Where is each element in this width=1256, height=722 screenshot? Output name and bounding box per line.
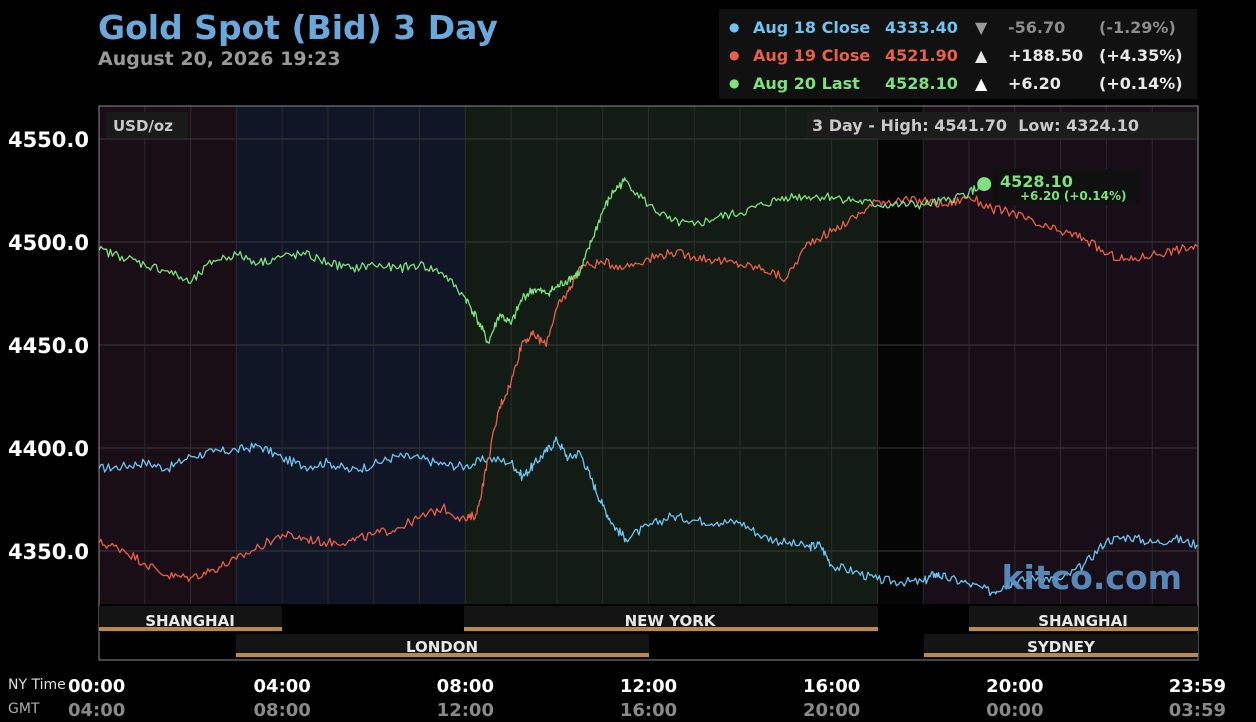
session-bars: SHANGHAI NEW YORK SHANGHAI LONDON SYDNEY: [99, 606, 1198, 658]
y-tick-label: 4450.0: [8, 334, 89, 358]
series-line-1: [98, 436, 1198, 597]
legend-panel: ● Aug 18 Close 4333.40 ▼ -56.70 (-1.29%)…: [719, 9, 1197, 99]
session-label-shanghai: SHANGHAI: [145, 612, 235, 630]
x-tick-label-ny: 20:00: [986, 676, 1043, 697]
legend-dot-icon: ●: [729, 48, 740, 62]
last-price-box: [994, 169, 1140, 205]
closed-session-band: [878, 106, 924, 604]
up-arrow-icon: ▲: [975, 74, 988, 93]
newyork-session-band: [464, 106, 878, 604]
session-underline: [236, 653, 649, 657]
ny-time-label: NY Time: [8, 677, 66, 693]
down-arrow-icon: ▼: [975, 18, 988, 37]
y-tick-label: 4400.0: [8, 437, 89, 461]
session-underline: [464, 627, 878, 631]
asia-session-band: [99, 106, 236, 604]
x-tick-label-gmt: 04:00: [68, 700, 125, 721]
legend-label: Aug 18 Close: [753, 18, 871, 37]
range-label-box: [806, 112, 1196, 138]
x-tick-label-ny: 12:00: [620, 676, 677, 697]
grid-lines: [99, 106, 1198, 604]
chart-title: Gold Spot (Bid) 3 Day: [98, 8, 498, 47]
unit-label: USD/oz: [113, 117, 173, 135]
y-tick-label: 4350.0: [8, 540, 89, 564]
legend-value: 4528.10: [885, 74, 958, 93]
legend-percent: (-1.29%): [1099, 18, 1176, 37]
watermark: kitco.com: [1002, 558, 1182, 597]
plot-frame: [98, 105, 1199, 661]
legend-change: +6.20: [1008, 74, 1061, 93]
legend-percent: (+4.35%): [1099, 46, 1183, 65]
legend-dot-icon: ●: [729, 76, 740, 90]
session-label-newyork: NEW YORK: [625, 612, 717, 630]
session-underline: [99, 627, 282, 631]
x-tick-label-ny: 00:00: [68, 676, 125, 697]
y-tick-label: 4500.0: [8, 231, 89, 255]
session-underline: [969, 627, 1198, 631]
legend-label: Aug 20 Last: [753, 74, 860, 93]
legend-percent: (+0.14%): [1099, 74, 1183, 93]
unit-label-box: [106, 112, 188, 138]
last-price-value: 4528.10: [1000, 172, 1073, 191]
legend-value: 4521.90: [885, 46, 958, 65]
legend-change: +188.50: [1008, 46, 1084, 65]
session-label-shanghai: SHANGHAI: [1038, 612, 1128, 630]
x-tick-label-gmt: 16:00: [620, 700, 677, 721]
up-arrow-icon: ▲: [975, 46, 988, 65]
x-tick-label-ny: 08:00: [437, 676, 494, 697]
chart-timestamp: August 20, 2026 19:23: [98, 48, 341, 70]
last-price-marker: 4528.10 +6.20 (+0.14%): [977, 169, 1140, 205]
y-axis: 4350.0 4400.0 4450.0 4500.0 4550.0: [8, 128, 89, 564]
last-price-dot: [977, 177, 992, 192]
legend-dot-icon: ●: [729, 20, 740, 34]
legend-value: 4333.40: [885, 18, 958, 37]
y-tick-label: 4550.0: [8, 128, 89, 152]
x-tick-label-ny: 16:00: [803, 676, 860, 697]
london-session-band: [236, 106, 464, 604]
x-tick-label-ny: 23:59: [1169, 676, 1226, 697]
last-price-change: +6.20 (+0.14%): [1020, 189, 1127, 203]
x-tick-label-gmt: 12:00: [437, 700, 494, 721]
x-tick-label-ny: 04:00: [254, 676, 311, 697]
session-label-london: LONDON: [406, 638, 478, 656]
x-axis: 00:00 04:00 04:00 08:00 08:00 12:00 12:00 16:00…: [68, 676, 1226, 721]
session-label-sydney: SYDNEY: [1027, 638, 1096, 656]
legend-change: -56.70: [1008, 18, 1066, 37]
legend-label: Aug 19 Close: [753, 46, 871, 65]
series-line-2: [98, 195, 1198, 582]
series-line-3: [98, 177, 985, 344]
x-tick-label-gmt: 20:00: [803, 700, 860, 721]
x-tick-label-gmt: 03:59: [1169, 700, 1226, 721]
x-tick-label-gmt: 00:00: [986, 700, 1043, 721]
session-underline: [924, 653, 1198, 657]
range-label: 3 Day - High: 4541.70 Low: 4324.10: [812, 116, 1139, 135]
gmt-label: GMT: [8, 701, 40, 717]
series-lines: [98, 177, 1198, 597]
x-tick-label-gmt: 08:00: [254, 700, 311, 721]
